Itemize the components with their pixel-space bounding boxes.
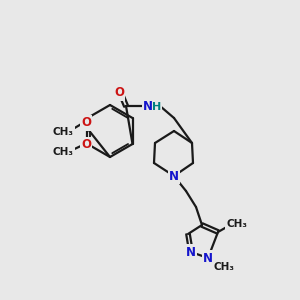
Text: N: N <box>143 100 153 112</box>
Text: O: O <box>114 86 124 100</box>
Text: CH₃: CH₃ <box>214 262 235 272</box>
Text: N: N <box>203 251 213 265</box>
Text: CH₃: CH₃ <box>52 147 74 157</box>
Text: N: N <box>186 245 196 259</box>
Text: O: O <box>81 139 91 152</box>
Text: O: O <box>81 116 91 130</box>
Text: CH₃: CH₃ <box>226 219 248 229</box>
Text: H: H <box>152 102 162 112</box>
Text: N: N <box>169 169 179 182</box>
Text: CH₃: CH₃ <box>52 127 74 137</box>
